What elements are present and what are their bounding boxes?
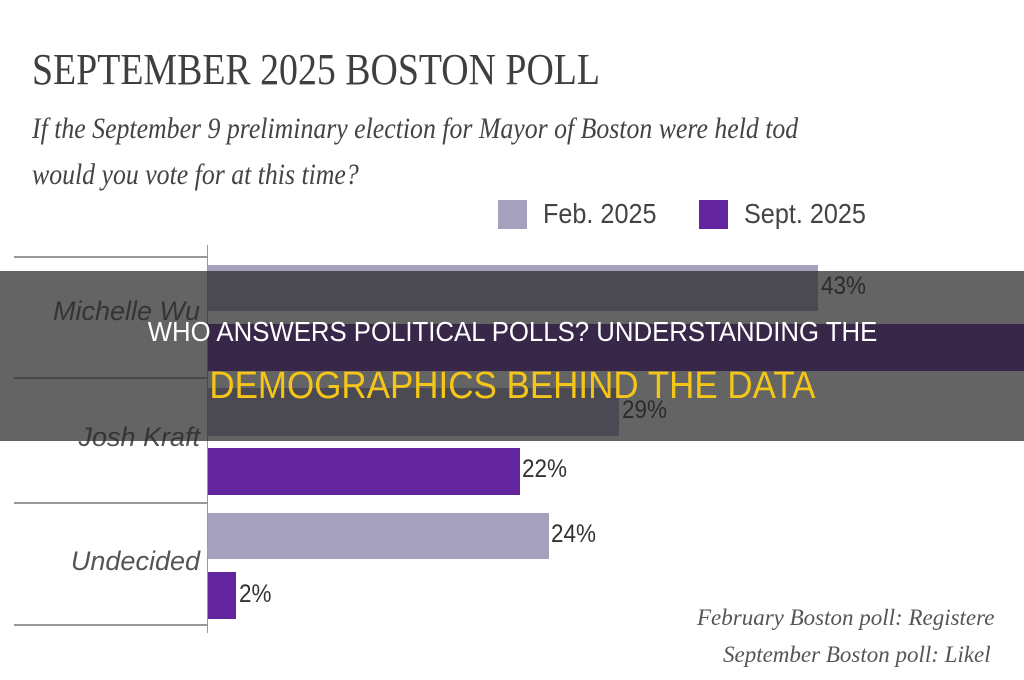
- category-separator: [14, 256, 207, 258]
- bar-kraft-sept: [208, 448, 520, 495]
- headline-line1-text: WHO ANSWERS POLITICAL POLLS? UNDERSTANDI…: [147, 316, 877, 347]
- headline-line2: DEMOGRAPHICS BEHIND THE DATA: [0, 365, 1024, 408]
- bar-label-kraft-sept: 22%: [522, 455, 568, 483]
- bar-label-undecided-sept: 2%: [239, 580, 272, 608]
- bar-label-undecided-feb: 24%: [551, 520, 597, 548]
- legend-swatch-sept: [699, 199, 729, 229]
- category-label-undecided: Undecided: [70, 546, 200, 576]
- category-separator: [14, 502, 207, 504]
- chart-title: SEPTEMBER 2025 BOSTON POLL: [32, 45, 601, 94]
- legend-label-sept: Sept. 2025: [744, 198, 867, 229]
- bar-undecided-sept: [208, 572, 236, 619]
- footnote-february: February Boston poll: Registere: [697, 605, 995, 630]
- headline-overlay: [0, 271, 1024, 441]
- legend-item-sept: Sept. 2025: [699, 198, 879, 230]
- chart-subtitle-line2: would you vote for at this time?: [32, 158, 359, 191]
- legend-swatch-feb: [498, 199, 527, 229]
- footnote-september: September Boston poll: Likel: [723, 642, 991, 667]
- headline-line2-text: DEMOGRAPHICS BEHIND THE DATA: [208, 365, 816, 407]
- legend-item-feb: Feb. 2025: [498, 198, 669, 230]
- legend-label-feb: Feb. 2025: [543, 198, 657, 229]
- headline-line1: WHO ANSWERS POLITICAL POLLS? UNDERSTANDI…: [0, 316, 1024, 348]
- chart-legend: Feb. 2025 Sept. 2025: [498, 198, 910, 230]
- bar-undecided-feb: [208, 513, 549, 559]
- category-separator: [14, 624, 207, 626]
- chart-subtitle-line1: If the September 9 preliminary election …: [32, 112, 799, 145]
